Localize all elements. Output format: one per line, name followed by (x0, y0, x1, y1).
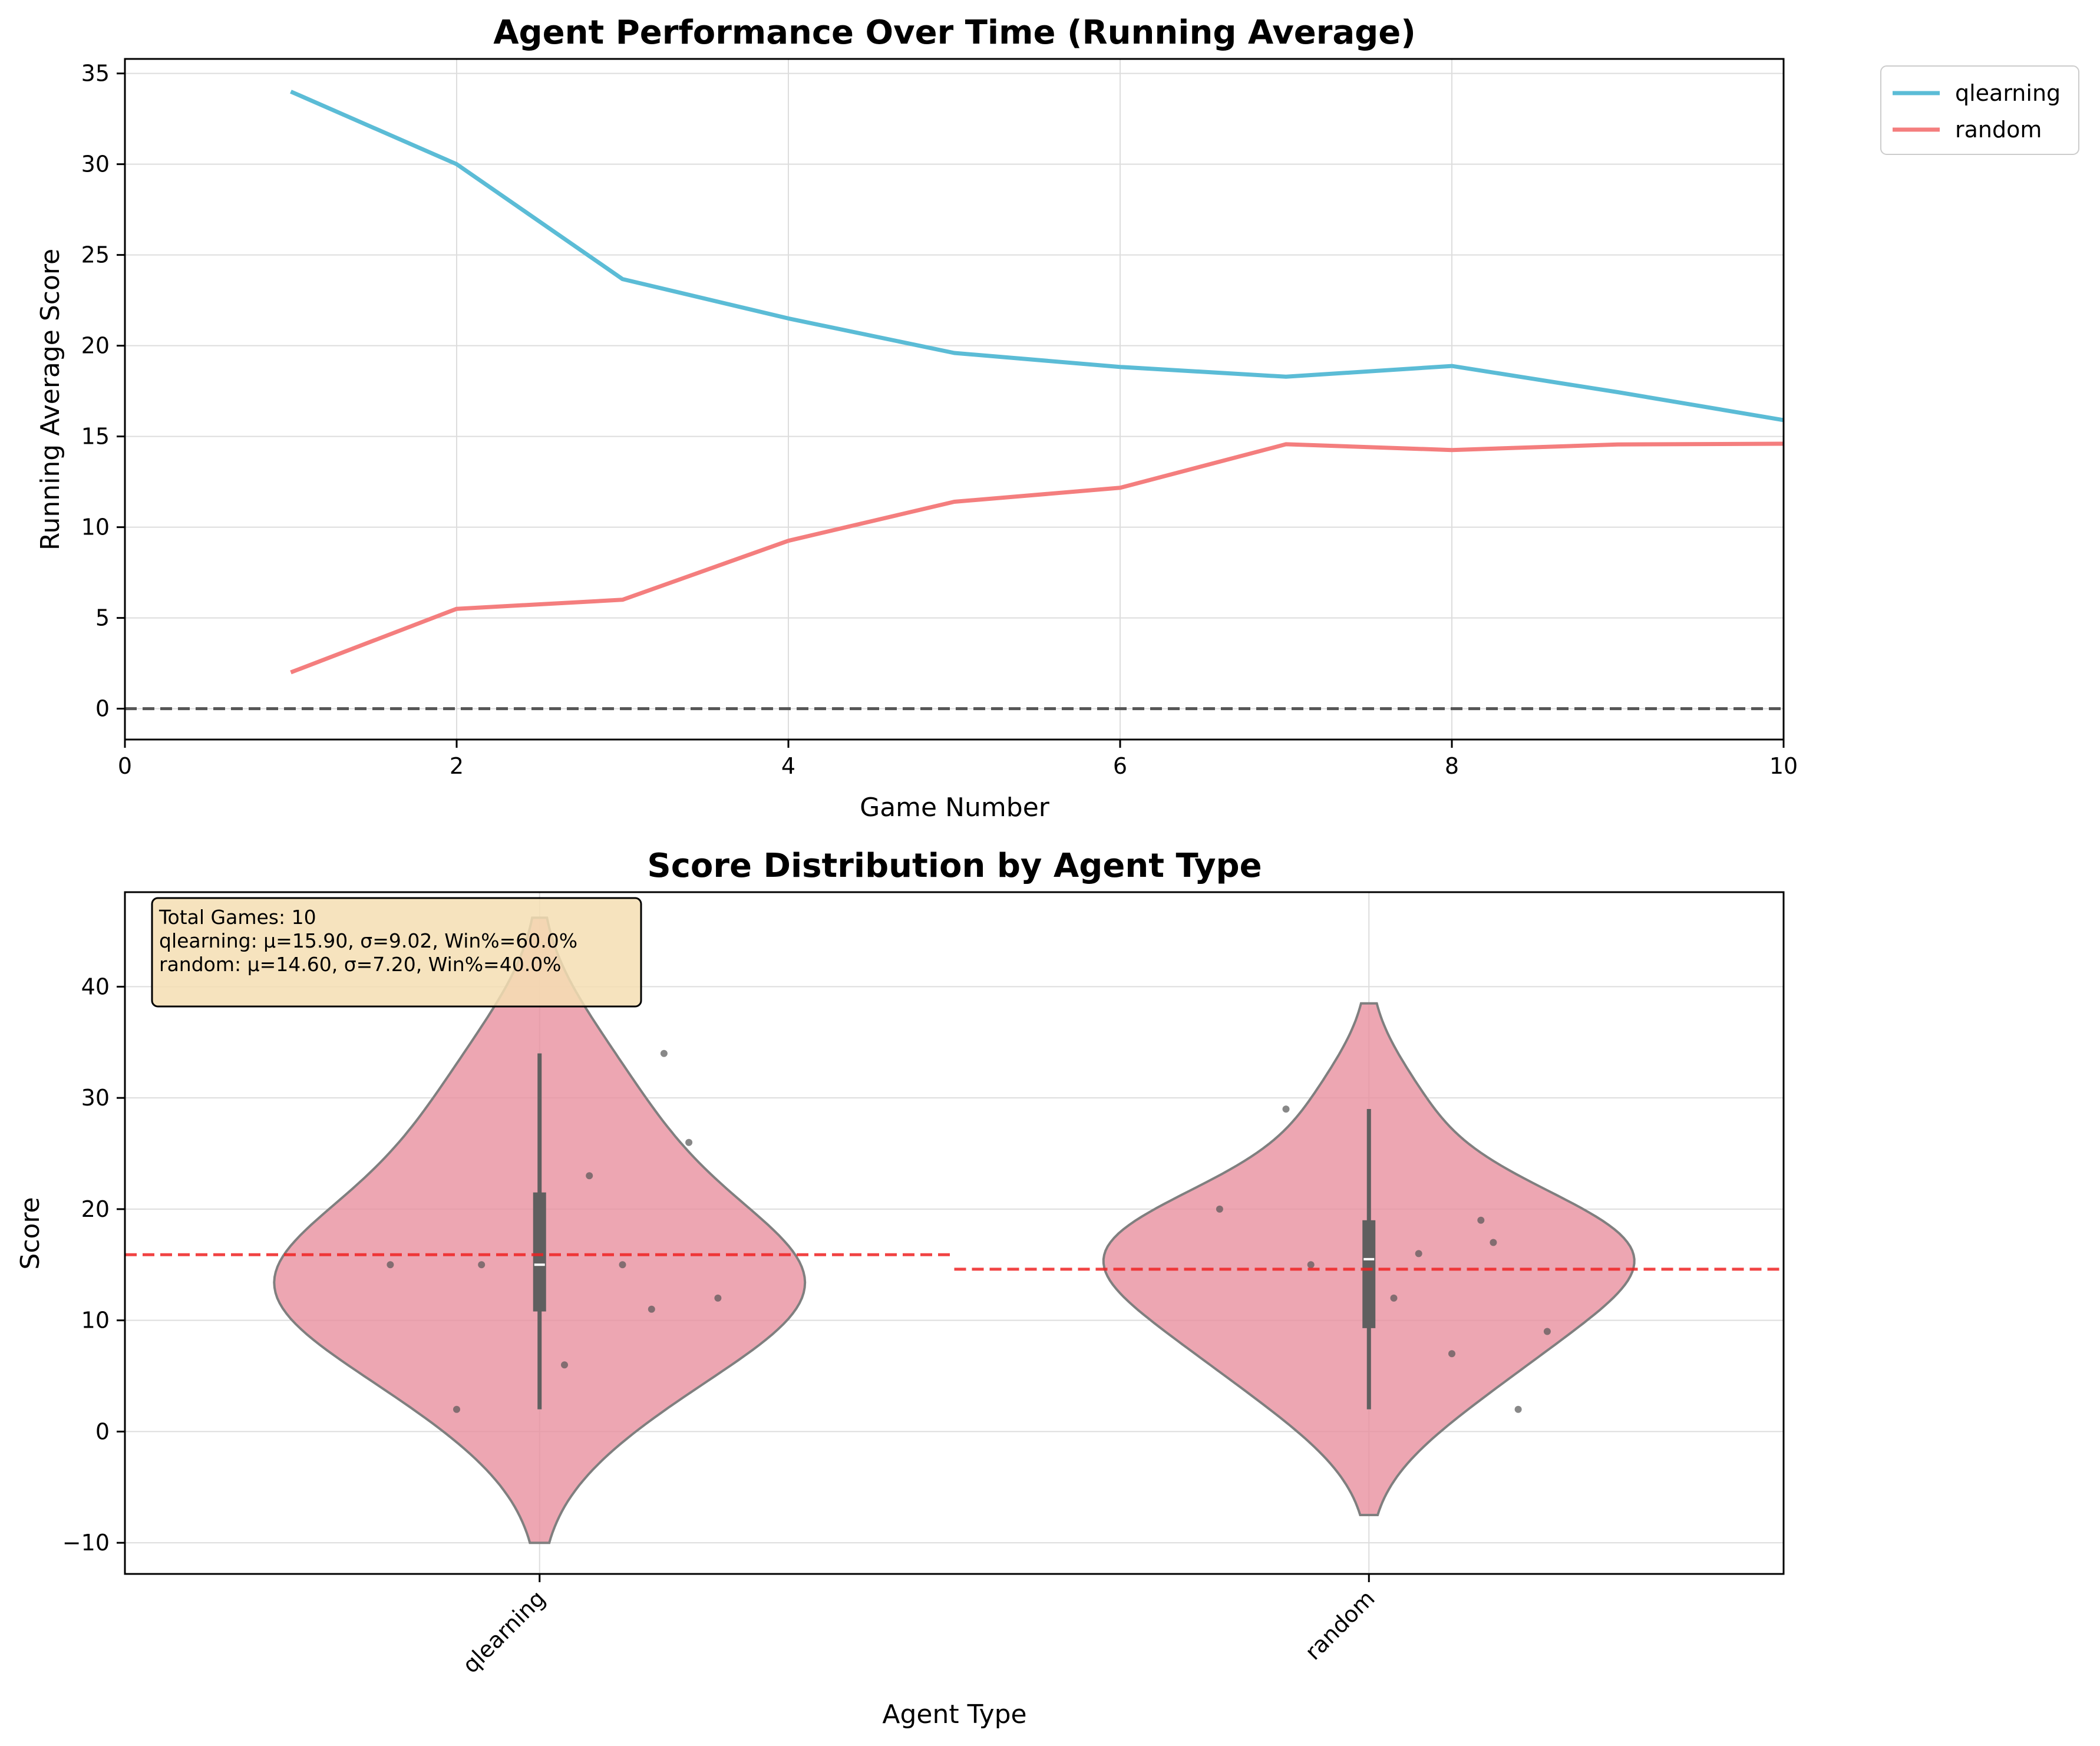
line-chart-grid (124, 59, 1784, 740)
line-chart-y-tick-label: 35 (81, 61, 110, 87)
violin-chart-x-tick-label-qlearning: qlearning (457, 1585, 550, 1678)
line-chart-title: Agent Performance Over Time (Running Ave… (493, 14, 1416, 52)
line-chart-plot-frame (124, 58, 1785, 741)
legend-label-random: random (1955, 117, 2042, 143)
stats-total-games: Total Games: 10 (159, 906, 316, 929)
violin-chart-y-tick-label: 0 (95, 1418, 110, 1444)
score-point-qlearning (478, 1261, 486, 1269)
violin-chart-y-tick-label: 40 (81, 973, 110, 999)
line-chart-panel: 0 2 4 6 8 10 0 5 10 15 20 25 30 35 Agent Performance … (35, 14, 2079, 823)
line-chart-y-tick-label: 0 (95, 696, 110, 722)
score-point-random (1415, 1250, 1422, 1257)
score-point-random (1448, 1350, 1455, 1358)
series-line-qlearning (290, 90, 1784, 423)
violin-chart-y-tick-label: 20 (81, 1196, 110, 1222)
violin-iqr-box-qlearning (533, 1192, 546, 1312)
line-chart-y-axis-label: Running Average Score (35, 249, 65, 550)
violin-chart-x-axis-label: Agent Type (882, 1699, 1026, 1730)
line-chart-x-axis-label: Game Number (860, 793, 1050, 823)
score-point-random (1282, 1105, 1290, 1113)
score-point-random (1307, 1261, 1315, 1269)
score-point-qlearning (619, 1261, 626, 1269)
violin-chart-y-tick-label: 10 (81, 1308, 110, 1334)
violin-chart-y-tick-label: −10 (62, 1530, 110, 1556)
line-chart-legend: qlearning random (1880, 65, 2079, 155)
score-point-qlearning (660, 1049, 668, 1057)
score-point-random (1216, 1205, 1223, 1213)
score-point-random (1477, 1216, 1485, 1224)
score-point-random (1543, 1328, 1551, 1335)
line-chart-x-tick-label: 4 (781, 753, 795, 779)
series-line-random (290, 441, 1784, 675)
line-chart-x-tick-label: 2 (450, 753, 464, 779)
line-chart-y-tick-label: 15 (81, 424, 110, 450)
line-chart-y-tick-label: 5 (95, 605, 110, 631)
score-point-qlearning (648, 1305, 655, 1313)
score-point-random (1490, 1239, 1497, 1246)
stats-annotation: Total Games: 10 qlearning: μ=15.90, σ=9.… (151, 897, 642, 1008)
stats-qlearning: qlearning: μ=15.90, σ=9.02, Win%=60.0% (159, 929, 577, 952)
line-chart-y-tick-label: 20 (81, 333, 110, 359)
violin-chart-marks (125, 916, 1784, 1544)
score-point-qlearning (714, 1294, 722, 1302)
violin-chart-y-axis-label: Score (15, 1197, 45, 1269)
violin-chart-panel: −10 0 10 20 30 40 qlearning random Score Distri… (15, 847, 1785, 1730)
legend-label-qlearning: qlearning (1955, 80, 2061, 106)
line-chart-ticks: 0 2 4 6 8 10 0 5 10 15 20 25 30 35 (81, 61, 1798, 779)
line-chart-x-tick-label: 6 (1113, 753, 1127, 779)
score-point-qlearning (387, 1261, 394, 1269)
line-chart-y-tick-label: 25 (81, 242, 110, 268)
violin-iqr-box-random (1362, 1220, 1376, 1328)
violin-chart-title: Score Distribution by Agent Type (647, 847, 1262, 885)
stats-annotation-box (151, 897, 642, 1008)
stats-random: random: μ=14.60, σ=7.20, Win%=40.0% (159, 953, 562, 976)
line-chart-x-tick-label: 0 (118, 753, 132, 779)
violin-chart-plot-frame (124, 891, 1785, 1575)
line-chart-marks (125, 90, 1784, 711)
line-chart-x-tick-label: 8 (1445, 753, 1459, 779)
score-point-random (1390, 1294, 1398, 1302)
violin-chart-y-tick-label: 30 (81, 1085, 110, 1111)
score-point-qlearning (561, 1361, 568, 1369)
score-point-qlearning (586, 1172, 593, 1180)
score-point-qlearning (453, 1405, 460, 1413)
violin-chart-x-tick-label-random: random (1300, 1585, 1379, 1665)
score-point-qlearning (685, 1138, 693, 1146)
line-chart-y-tick-label: 10 (81, 514, 110, 540)
legend-frame (1880, 65, 2079, 155)
score-point-random (1514, 1405, 1522, 1413)
line-chart-x-tick-label: 10 (1769, 753, 1798, 779)
line-chart-y-tick-label: 30 (81, 151, 110, 177)
